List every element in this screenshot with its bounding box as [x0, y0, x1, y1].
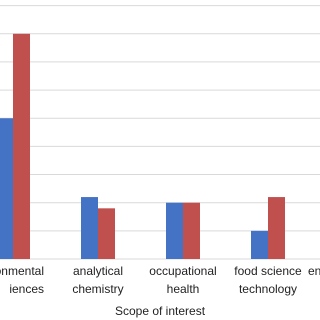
x-tick-label: health: [167, 282, 200, 296]
bar: [183, 202, 200, 259]
x-tick-label: iences: [9, 282, 44, 296]
bar: [13, 33, 30, 259]
x-tick-label: occupational: [149, 264, 216, 278]
x-tick-label: en: [308, 264, 320, 278]
bar: [166, 202, 183, 259]
x-tick-label: chemistry: [72, 282, 123, 296]
x-tick-label: technology: [239, 282, 297, 296]
bar: [0, 118, 13, 259]
bar: [268, 197, 285, 259]
x-tick-label: analytical: [73, 264, 123, 278]
bar: [81, 197, 98, 259]
x-axis-title: Scope of interest: [115, 304, 206, 318]
bar: [98, 208, 115, 259]
x-tick-label: food science: [234, 264, 302, 278]
x-tick-label: onmental: [0, 264, 44, 278]
bar: [251, 230, 268, 259]
